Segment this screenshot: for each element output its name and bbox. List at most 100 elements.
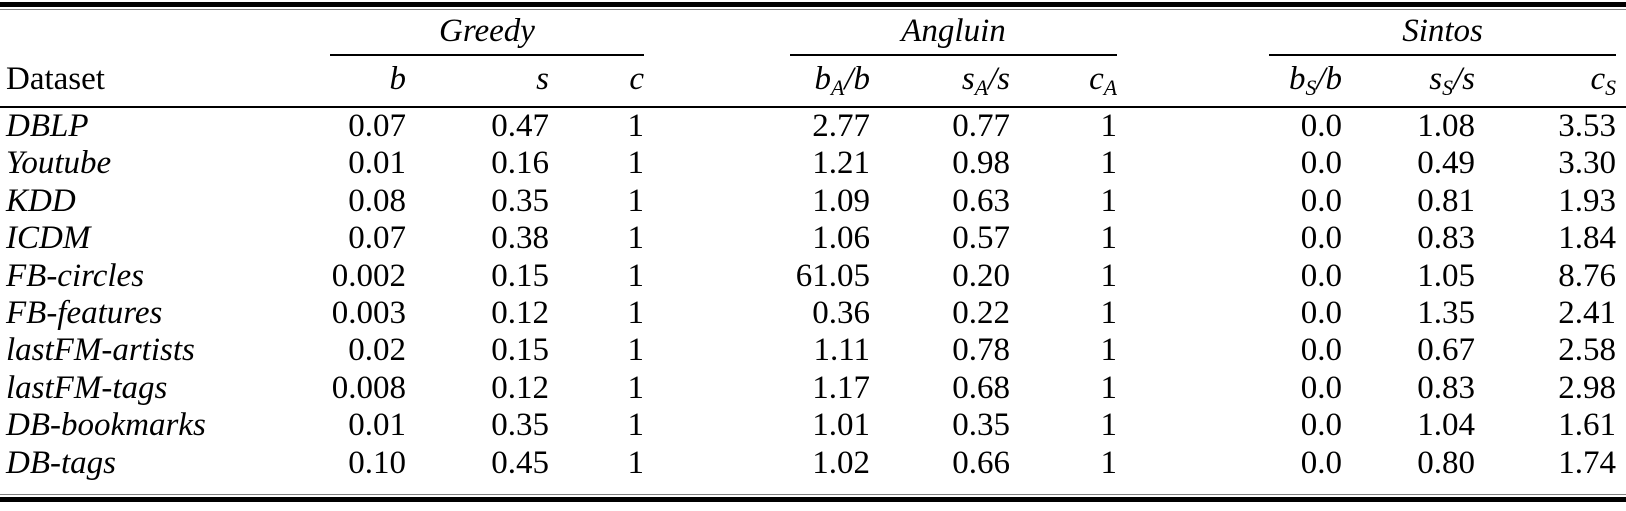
col-header-ca: cA (1010, 56, 1118, 108)
table-row: DB-tags 0.10 0.45 1 1.02 0.66 1 0.0 0.80 1.74 (0, 445, 1626, 482)
angluin-value-cell: 1 (1100, 332, 1118, 369)
angluin-value-cell: 0.36 (812, 295, 870, 332)
sintos-value-cell: 1.05 (1417, 257, 1476, 294)
group-header-sintos: Sintos (1267, 10, 1626, 56)
sintos-value-cell: 0.81 (1417, 182, 1476, 219)
row-gap (1117, 183, 1267, 220)
greedy-value-cell: 0.002 (331, 257, 406, 294)
angluin-value-cell: 1.01 (812, 407, 870, 444)
sintos-value-cell: 1.61 (1558, 407, 1617, 444)
angluin-value-cell: 1 (1100, 369, 1118, 406)
angluin-value-cell: 0.57 (952, 220, 1010, 257)
greedy-value-cell: 1 (627, 220, 645, 257)
row-gap (644, 445, 774, 482)
col-header-dataset: Dataset (0, 56, 305, 108)
sintos-value-cell: 0.0 (1300, 145, 1343, 182)
sintos-value-cell: 0.0 (1300, 257, 1343, 294)
row-gap (1117, 332, 1267, 369)
greedy-value-cell: 0.01 (348, 145, 406, 182)
table-body: DBLP 0.07 0.47 1 2.77 0.77 1 0.0 1.08 3.53 Youtube… (0, 107, 1626, 482)
greedy-value-cell: 1 (627, 407, 645, 444)
angluin-value-cell: 0.20 (952, 257, 1010, 294)
table-row: DB-bookmarks 0.01 0.35 1 1.01 0.35 1 0.0 1.04 1.6… (0, 407, 1626, 444)
greedy-value-cell: 0.15 (491, 332, 549, 369)
col-header-ba-b: bA/b (774, 56, 870, 108)
row-gap (1117, 370, 1267, 407)
dataset-name: DB-tags (6, 444, 116, 481)
sintos-value-cell: 0.0 (1300, 407, 1343, 444)
angluin-value-cell: 1.17 (812, 369, 870, 406)
greedy-value-cell: 1 (627, 332, 645, 369)
dataset-name: DB-bookmarks (6, 407, 206, 444)
row-gap (1117, 258, 1267, 295)
sintos-value-cell: 0.0 (1300, 220, 1343, 257)
sintos-value-cell: 1.35 (1417, 295, 1476, 332)
greedy-value-cell: 0.12 (491, 369, 549, 406)
dataset-name: Youtube (6, 145, 112, 182)
row-gap (644, 370, 774, 407)
group-gap (1117, 10, 1267, 56)
greedy-value-cell: 0.15 (491, 257, 549, 294)
greedy-value-cell: 0.003 (331, 295, 406, 332)
greedy-value-cell: 0.01 (348, 407, 406, 444)
greedy-value-cell: 0.08 (348, 182, 406, 219)
sintos-value-cell: 0.80 (1417, 444, 1476, 481)
sintos-value-cell: 0.0 (1300, 108, 1343, 144)
dataset-name: DBLP (6, 108, 89, 144)
angluin-value-cell: 1 (1100, 145, 1118, 182)
greedy-value-cell: 0.35 (491, 407, 549, 444)
sintos-value-cell: 0.0 (1300, 369, 1343, 406)
header-gap (1117, 56, 1268, 108)
greedy-value-cell: 1 (627, 145, 645, 182)
greedy-value-cell: 1 (627, 295, 645, 332)
angluin-value-cell: 1 (1100, 295, 1118, 332)
group-row-spacer (0, 10, 305, 56)
table-row: lastFM-tags 0.008 0.12 1 1.17 0.68 1 0.0 0.83 2.9… (0, 370, 1626, 407)
col-header-ss-s: sS/s (1342, 56, 1476, 108)
row-gap (644, 107, 774, 145)
col-header-cs: cS (1475, 56, 1626, 108)
col-header-c: c (549, 56, 644, 108)
dataset-name: lastFM-tags (6, 369, 168, 406)
dataset-name: FB-features (6, 295, 163, 332)
angluin-value-cell: 0.98 (952, 145, 1010, 182)
greedy-value-cell: 0.10 (348, 444, 406, 481)
group-label-angluin: Angluin (790, 13, 1118, 56)
angluin-value-cell: 1.02 (812, 444, 870, 481)
table-row: FB-circles 0.002 0.15 1 61.05 0.20 1 0.0 1.05 8.7… (0, 258, 1626, 295)
row-gap (644, 145, 774, 182)
greedy-value-cell: 0.008 (331, 369, 406, 406)
greedy-value-cell: 1 (627, 108, 645, 144)
angluin-value-cell: 0.66 (952, 444, 1010, 481)
sintos-value-cell: 2.98 (1558, 369, 1617, 406)
row-gap (1117, 145, 1267, 182)
group-gap (644, 10, 774, 56)
col-header-s: s (406, 56, 549, 108)
sintos-value-cell: 1.04 (1417, 407, 1476, 444)
row-gap (644, 407, 774, 444)
greedy-value-cell: 1 (627, 369, 645, 406)
row-gap (1117, 295, 1267, 332)
group-label-sintos: Sintos (1269, 13, 1617, 56)
angluin-value-cell: 0.63 (952, 182, 1010, 219)
col-header-bs-b: bS/b (1267, 56, 1343, 108)
table-row: Youtube 0.01 0.16 1 1.21 0.98 1 0.0 0.49 3.30 (0, 145, 1626, 182)
header-gap (644, 56, 774, 108)
row-gap (1117, 407, 1267, 444)
angluin-value-cell: 1.06 (812, 220, 870, 257)
greedy-value-cell: 0.38 (491, 220, 549, 257)
sintos-value-cell: 0.49 (1417, 145, 1476, 182)
angluin-value-cell: 1 (1100, 257, 1118, 294)
greedy-value-cell: 0.35 (491, 182, 549, 219)
sintos-value-cell: 0.0 (1300, 182, 1343, 219)
angluin-value-cell: 0.35 (952, 407, 1010, 444)
angluin-value-cell: 1 (1100, 407, 1118, 444)
sintos-value-cell: 0.0 (1300, 444, 1343, 481)
angluin-value-cell: 1.09 (812, 182, 870, 219)
dataset-name: lastFM-artists (6, 332, 195, 369)
row-gap (1117, 107, 1267, 145)
angluin-value-cell: 1 (1100, 108, 1118, 144)
table-row: FB-features 0.003 0.12 1 0.36 0.22 1 0.0 1.35 2.4… (0, 295, 1626, 332)
greedy-value-cell: 0.45 (491, 444, 549, 481)
dataset-name: FB-circles (6, 257, 145, 294)
